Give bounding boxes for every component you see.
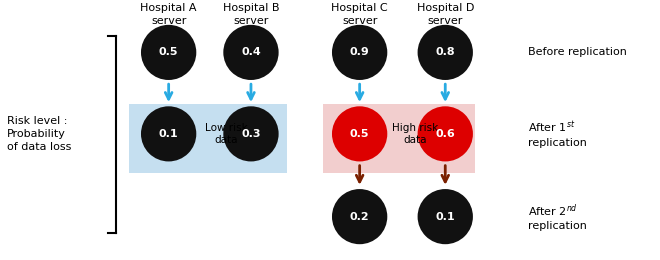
- Text: 0.5: 0.5: [159, 47, 178, 57]
- Text: After 1$^{st}$
replication: After 1$^{st}$ replication: [527, 120, 587, 148]
- Ellipse shape: [141, 25, 196, 80]
- Text: 0.9: 0.9: [350, 47, 370, 57]
- Text: Hospital A
server: Hospital A server: [141, 3, 197, 26]
- Text: Low risk
data: Low risk data: [205, 123, 248, 145]
- Text: Hospital B
server: Hospital B server: [222, 3, 279, 26]
- Text: Risk level :
Probability
of data loss: Risk level : Probability of data loss: [7, 116, 72, 152]
- Text: 0.6: 0.6: [436, 129, 455, 139]
- Text: After 2$^{nd}$
replication: After 2$^{nd}$ replication: [527, 202, 587, 231]
- Text: Hospital C
server: Hospital C server: [331, 3, 388, 26]
- Ellipse shape: [418, 25, 473, 80]
- Text: 0.1: 0.1: [436, 212, 455, 222]
- Ellipse shape: [332, 189, 387, 244]
- Ellipse shape: [141, 106, 196, 161]
- Text: Before replication: Before replication: [527, 47, 626, 57]
- Text: 0.8: 0.8: [436, 47, 455, 57]
- Bar: [129, 104, 287, 173]
- Ellipse shape: [332, 106, 387, 161]
- Ellipse shape: [223, 106, 279, 161]
- Text: Hospital D
server: Hospital D server: [416, 3, 474, 26]
- Ellipse shape: [223, 25, 279, 80]
- Text: 0.3: 0.3: [241, 129, 261, 139]
- Ellipse shape: [332, 25, 387, 80]
- Text: 0.4: 0.4: [241, 47, 261, 57]
- Text: 0.5: 0.5: [350, 129, 370, 139]
- Ellipse shape: [418, 106, 473, 161]
- Text: High risk
data: High risk data: [393, 123, 439, 145]
- Text: 0.2: 0.2: [350, 212, 370, 222]
- Text: 0.1: 0.1: [159, 129, 178, 139]
- Bar: [323, 104, 475, 173]
- Ellipse shape: [418, 189, 473, 244]
